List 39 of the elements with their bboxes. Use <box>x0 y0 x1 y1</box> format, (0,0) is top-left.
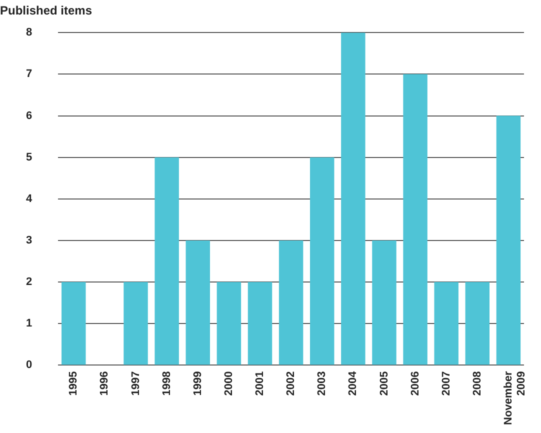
y-tick-label: 0 <box>26 359 32 372</box>
bar <box>278 240 304 365</box>
x-tick-label: 2003 <box>316 371 328 396</box>
y-tick-label: 3 <box>26 234 32 247</box>
y-tick-label: 2 <box>26 276 32 288</box>
bar <box>62 282 86 365</box>
bar <box>248 282 272 365</box>
bar <box>310 157 334 365</box>
y-tick-label: 5 <box>26 151 32 164</box>
bar <box>154 157 179 365</box>
bar <box>434 282 458 365</box>
x-tick-label: 2000 <box>222 371 235 396</box>
y-axis-title: Published items <box>0 4 92 18</box>
y-tick-label: 4 <box>26 192 33 205</box>
x-tick-label: 2008 <box>471 371 484 396</box>
x-tick-label: 1999 <box>192 371 204 396</box>
x-tick-label: 1995 <box>68 371 80 396</box>
x-tick-label: 2007 <box>440 371 452 396</box>
y-tick-label: 6 <box>26 110 32 122</box>
bar <box>496 116 521 365</box>
y-tick-label: 1 <box>26 318 32 330</box>
bar <box>465 282 490 365</box>
bar <box>216 282 242 365</box>
x-tick-label: 1996 <box>98 371 111 396</box>
x-tick-label: 2004 <box>347 370 360 396</box>
bar <box>124 282 148 365</box>
bar <box>186 240 210 365</box>
bar <box>372 240 396 365</box>
y-tick-label: 7 <box>26 68 32 80</box>
bar <box>403 74 428 365</box>
x-tick-label: 1997 <box>130 371 142 396</box>
x-tick-label: 1998 <box>160 371 173 396</box>
x-tick-label: 2006 <box>409 371 422 396</box>
y-tick-label: 8 <box>26 26 32 39</box>
x-tick-label: 2005 <box>378 371 390 396</box>
x-tick-label: November 2009 <box>502 370 528 425</box>
x-tick-label: 2001 <box>254 371 266 396</box>
bar <box>341 32 366 365</box>
x-tick-label: 2002 <box>285 371 298 396</box>
